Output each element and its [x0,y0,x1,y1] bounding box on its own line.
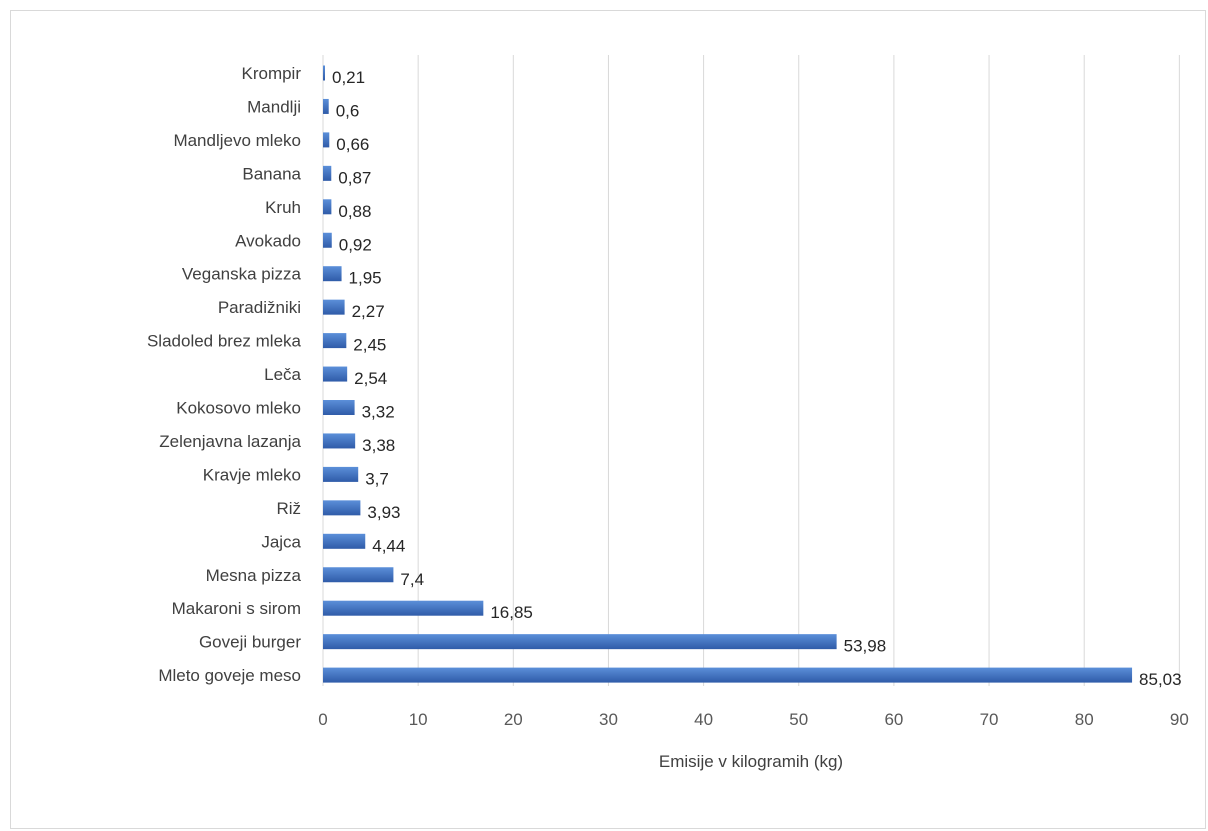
value-label: 85,03 [1139,670,1182,689]
value-label: 0,92 [339,235,372,254]
value-label: 7,4 [400,570,424,589]
x-tick-label: 80 [1075,710,1094,729]
x-tick-label: 90 [1170,710,1189,729]
value-label: 53,98 [844,637,887,656]
value-label: 0,66 [336,135,369,154]
category-label: Goveji burger [199,633,301,652]
x-tick-label: 60 [884,710,903,729]
category-label: Kruh [265,198,301,217]
category-label: Paradižniki [218,298,301,317]
value-labels: 0,21 0,6 0,66 0,87 0,88 0,92 1,95 2,27 2,45 2,54 3… [332,68,1182,689]
x-tick-label: 20 [504,710,523,729]
bars [323,65,1133,683]
bar [323,433,356,449]
bar [323,400,355,415]
x-tick-labels: 0 10 20 30 40 50 60 70 80 90 [318,710,1189,729]
category-label: Riž [276,499,301,518]
value-label: 4,44 [372,536,405,555]
value-label: 2,27 [352,302,385,321]
category-label: Mleto goveje meso [158,666,301,685]
bar [323,634,837,650]
bar [323,199,332,215]
category-label: Mesna pizza [206,566,302,585]
bar [323,266,342,282]
bar [323,299,345,315]
bar [323,466,359,482]
bar [323,65,325,81]
bar-chart: Krompir Mandlji Mandljevo mleko Banana Kruh A… [147,55,1189,771]
category-labels: Krompir Mandlji Mandljevo mleko Banana Kruh A… [147,64,302,685]
value-label: 3,32 [362,403,395,422]
bar [323,500,361,516]
gridlines [322,55,1180,686]
category-label: Krompir [241,64,301,83]
value-label: 3,7 [365,469,389,488]
bar [323,533,366,549]
bar [323,333,347,349]
x-tick-label: 70 [980,710,999,729]
category-label: Kokosovo mleko [176,399,301,418]
bar [323,667,1133,683]
category-label: Sladoled brez mleka [147,332,302,351]
value-label: 3,38 [362,436,395,455]
value-label: 1,95 [349,269,382,288]
value-label: 0,21 [332,68,365,87]
x-axis-title: Emisije v kilogramih (kg) [659,752,843,771]
chart-frame: Krompir Mandlji Mandljevo mleko Banana Kruh A… [10,10,1206,829]
x-tick-label: 10 [409,710,428,729]
category-label: Leča [264,365,301,384]
category-label: Veganska pizza [182,265,302,284]
category-label: Makaroni s sirom [172,599,301,618]
category-label: Mandljevo mleko [173,131,301,150]
value-label: 0,6 [336,101,360,120]
bar [323,366,348,382]
bar [323,600,484,616]
value-label: 16,85 [490,603,533,622]
value-label: 3,93 [367,503,400,522]
bar [323,567,394,583]
x-tick-label: 0 [318,710,327,729]
value-label: 0,88 [338,202,371,221]
category-label: Banana [242,164,301,183]
value-label: 2,45 [353,336,386,355]
category-label: Mandlji [247,97,301,116]
value-label: 0,87 [338,168,371,187]
x-tick-label: 30 [599,710,618,729]
category-label: Kravje mleko [203,465,301,484]
x-tick-label: 50 [789,710,808,729]
bar [323,132,330,148]
bar [323,165,332,181]
category-label: Avokado [235,231,301,250]
category-label: Jajca [261,532,301,551]
category-label: Zelenjavna lazanja [159,432,301,451]
bar [323,232,332,248]
value-label: 2,54 [354,369,387,388]
x-tick-label: 40 [694,710,713,729]
bar [323,98,329,114]
